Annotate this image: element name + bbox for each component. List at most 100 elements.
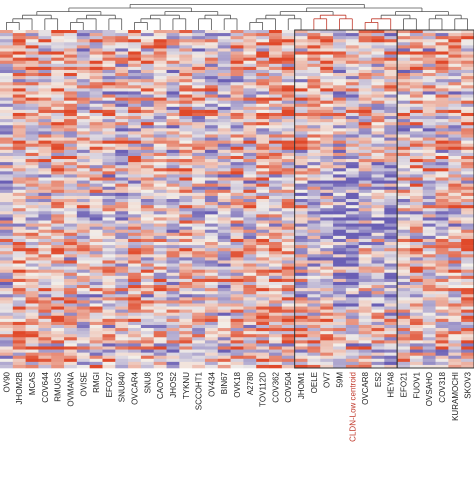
heatmap-cell xyxy=(12,60,26,65)
heatmap-cell xyxy=(333,263,347,267)
heatmap-cell xyxy=(0,146,14,151)
heatmap-cell xyxy=(12,220,26,224)
heatmap-cell xyxy=(217,152,231,157)
heatmap-cell xyxy=(76,168,90,172)
heatmap-cell xyxy=(397,306,411,310)
heatmap-cell xyxy=(38,254,52,258)
heatmap-cell xyxy=(333,134,347,138)
heatmap-cell xyxy=(243,245,257,249)
heatmap-cell xyxy=(269,195,283,200)
heatmap-cell xyxy=(204,122,219,126)
heatmap-cell xyxy=(89,343,103,347)
heatmap-cell xyxy=(140,349,155,353)
heatmap-cell xyxy=(358,232,372,237)
heatmap-cell xyxy=(397,334,411,338)
heatmap-cell xyxy=(38,152,52,157)
heatmap-cell xyxy=(294,272,308,277)
heatmap-cell xyxy=(422,208,436,212)
heatmap-cell xyxy=(115,180,129,184)
heatmap-cell xyxy=(294,208,308,212)
heatmap-cell xyxy=(345,39,359,43)
heatmap-cell xyxy=(217,159,231,163)
heatmap-cell xyxy=(64,337,78,341)
heatmap-cell xyxy=(461,364,474,369)
heatmap-cell xyxy=(320,42,334,46)
heatmap-cell xyxy=(0,257,14,261)
heatmap-cell xyxy=(269,57,283,62)
heatmap-cell xyxy=(25,134,39,138)
heatmap-cell xyxy=(115,211,129,215)
heatmap-cell xyxy=(461,303,474,307)
heatmap-cell xyxy=(38,334,52,338)
heatmap-cell xyxy=(89,112,103,117)
heatmap-cell xyxy=(422,220,436,224)
heatmap-cell xyxy=(153,324,167,329)
heatmap-cell xyxy=(217,349,231,353)
heatmap-cell xyxy=(12,42,26,46)
heatmap-cell xyxy=(115,159,129,163)
heatmap-cell xyxy=(307,312,321,317)
heatmap-cell xyxy=(461,331,474,335)
heatmap-cell xyxy=(192,88,206,92)
heatmap-cell xyxy=(435,312,449,317)
heatmap-cell xyxy=(435,97,449,101)
heatmap-cell xyxy=(371,33,385,37)
heatmap-cell xyxy=(409,223,424,227)
heatmap-cell xyxy=(25,51,39,55)
heatmap-cell xyxy=(102,119,116,123)
heatmap-cell xyxy=(115,232,129,237)
heatmap-cell xyxy=(384,309,398,313)
heatmap-cell xyxy=(102,51,116,55)
heatmap-cell xyxy=(269,263,283,267)
heatmap-cell xyxy=(89,205,103,209)
heatmap-cell xyxy=(89,288,103,292)
heatmap-cell xyxy=(448,205,462,209)
heatmap-cell xyxy=(409,235,424,240)
heatmap-cell xyxy=(25,232,39,237)
heatmap-cell xyxy=(192,217,206,221)
heatmap-cell xyxy=(166,214,180,218)
heatmap-cell xyxy=(89,180,103,184)
heatmap-cell xyxy=(320,149,334,154)
heatmap-cell xyxy=(102,355,116,360)
heatmap-cell xyxy=(397,217,411,221)
heatmap-cell xyxy=(217,106,231,111)
heatmap-cell xyxy=(320,143,334,148)
heatmap-cell xyxy=(179,165,193,169)
heatmap-cell xyxy=(115,214,129,218)
heatmap-cell xyxy=(128,285,142,289)
heatmap-cell xyxy=(153,57,167,62)
heatmap-cell xyxy=(25,30,39,34)
heatmap-cell xyxy=(166,251,180,255)
heatmap-cell xyxy=(422,346,436,350)
heatmap-cell xyxy=(128,211,142,215)
heatmap-cell xyxy=(76,318,90,323)
heatmap-cell xyxy=(89,294,103,298)
heatmap-cell xyxy=(435,223,449,227)
heatmap-cell xyxy=(435,162,449,166)
heatmap-cell xyxy=(153,162,167,166)
heatmap-cell xyxy=(435,60,449,65)
heatmap-cell xyxy=(281,257,295,261)
heatmap-cell xyxy=(204,309,219,313)
heatmap-cell xyxy=(461,122,474,126)
heatmap-cell xyxy=(269,137,283,141)
heatmap-cell xyxy=(409,66,424,71)
heatmap-cell xyxy=(345,199,359,203)
heatmap-cell xyxy=(0,315,14,320)
heatmap-cell xyxy=(294,232,308,237)
heatmap-cell xyxy=(217,85,231,89)
heatmap-cell xyxy=(435,281,449,286)
heatmap-cell xyxy=(102,159,116,163)
heatmap-cell xyxy=(256,76,270,80)
heatmap-cell xyxy=(333,82,347,86)
heatmap-cell xyxy=(166,245,180,249)
heatmap-cell xyxy=(115,205,129,209)
heatmap-cell xyxy=(89,131,103,135)
heatmap-cell xyxy=(409,248,424,252)
heatmap-cell xyxy=(76,165,90,169)
heatmap-cell xyxy=(461,30,474,34)
heatmap-cell xyxy=(64,294,78,298)
heatmap-cell xyxy=(102,337,116,341)
heatmap-cell xyxy=(179,45,193,49)
